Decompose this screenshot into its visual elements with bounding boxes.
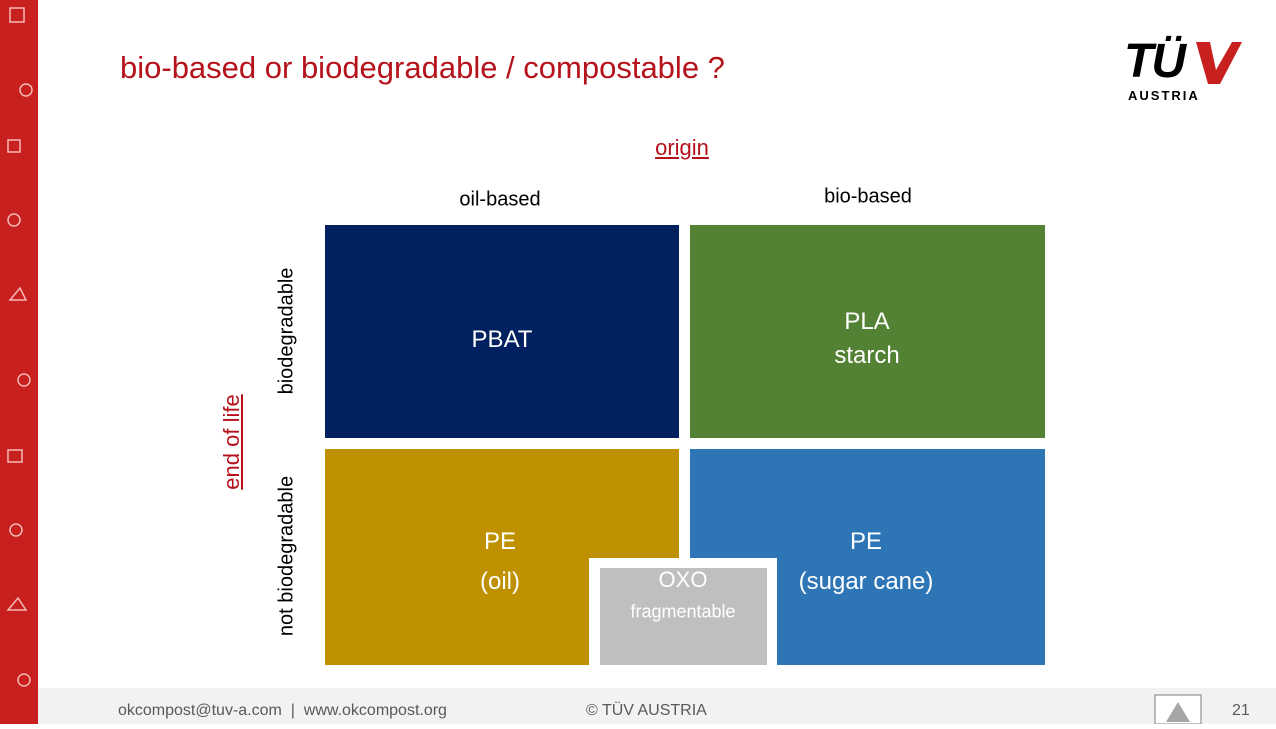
footer-contact: okcompost@tuv-a.com | www.okcompost.org	[118, 702, 447, 719]
row-label: biodegradable	[275, 267, 298, 395]
side-icons	[6, 7, 33, 687]
cell-text: (oil)	[480, 568, 520, 595]
cell-text: OXO	[658, 567, 708, 592]
cell-text: (sugar cane)	[798, 568, 934, 595]
row-label: not biodegradable	[275, 475, 298, 637]
footer-copyright: © TÜV AUSTRIA	[586, 702, 707, 719]
logo-check	[1196, 42, 1242, 84]
logo: TÜ AUSTRIA	[1120, 28, 1250, 108]
x-axis-label: origin	[655, 135, 709, 160]
cell-pla	[690, 225, 1045, 438]
cell-text: PBAT	[471, 326, 533, 353]
cell-oxo	[600, 568, 767, 665]
side-strip	[0, 0, 38, 724]
page-number: 21	[1232, 702, 1250, 719]
logo-sub: AUSTRIA	[1128, 88, 1200, 103]
cell-text: starch	[834, 342, 900, 369]
cell-text: PE	[483, 528, 517, 555]
slide-title: bio-based or biodegradable / compostable…	[120, 50, 725, 85]
logo-brand: TÜ	[1124, 35, 1186, 88]
cell-text: PLA	[844, 308, 890, 335]
cell-pbat	[325, 225, 679, 438]
column-label: bio-based	[824, 185, 912, 208]
column-label: oil-based	[459, 188, 541, 211]
home-button[interactable]	[1154, 694, 1202, 724]
footer-band	[38, 688, 1276, 724]
cell-text: PE	[849, 528, 883, 555]
y-axis-label: end of life	[219, 394, 244, 490]
cell-text: fragmentable	[630, 601, 736, 622]
